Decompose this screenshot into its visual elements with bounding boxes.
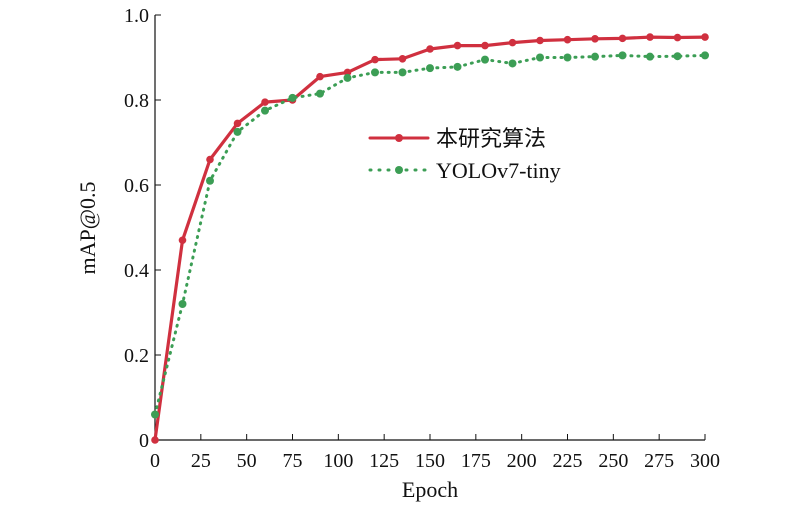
series-point-1 [371,68,379,77]
x-tick-label: 300 [690,450,720,472]
series-point-0 [206,155,214,164]
y-tick-label: 0.2 [124,345,149,367]
x-tick-label: 175 [461,450,491,472]
y-tick-label: 1.0 [124,5,149,27]
series-point-1 [261,106,269,115]
x-axis-title: Epoch [402,477,458,502]
series-point-0 [178,236,187,245]
series-point-0 [481,41,489,50]
series-point-1 [591,52,599,61]
series-point-1 [426,64,434,73]
x-tick-label: 75 [283,450,303,472]
legend-label-0: 本研究算法 [436,126,546,151]
series-point-0 [233,119,242,128]
series-point-1 [646,52,654,61]
y-tick-label: 0.6 [124,175,149,197]
series-point-1 [618,51,627,60]
series-layer [151,33,709,444]
x-tick-label: 250 [598,450,628,472]
series-point-1 [288,93,297,102]
series-point-1 [151,410,159,419]
series-line-1 [153,53,707,416]
series-point-1 [343,73,352,82]
series-point-1 [508,59,517,68]
x-tick-label: 0 [150,450,160,472]
series-point-0 [536,36,544,45]
y-axis-title: mAP@0.5 [75,182,100,275]
y-tick-label: 0.4 [124,260,149,282]
x-tick-label: 25 [191,450,211,472]
x-tick-label: 225 [553,450,583,472]
x-tick-label: 150 [415,450,445,472]
x-tick-label: 275 [644,450,674,472]
series-point-1 [398,68,407,77]
series-point-0 [618,34,627,43]
x-tick-label: 125 [369,450,399,472]
series-point-0 [563,35,572,44]
x-tick-label: 200 [507,450,537,472]
series-point-0 [261,98,269,106]
x-tick-label: 100 [323,450,353,472]
series-point-0 [371,55,379,64]
legend-marker-1 [395,166,403,174]
series-point-0 [426,45,434,53]
series-point-0 [591,35,599,43]
series-point-1 [453,62,462,71]
series-point-0 [343,68,352,77]
series-point-1 [563,53,572,62]
y-tick-label: 0 [139,430,149,452]
series-point-1 [481,55,489,64]
series-point-0 [508,38,517,47]
series-line-0 [153,35,707,442]
series-point-0 [151,436,159,444]
series-point-1 [673,52,682,61]
series-point-0 [646,33,654,41]
series-point-1 [536,53,544,62]
series-point-0 [398,54,407,63]
series-point-0 [316,72,324,81]
legend-label-1: YOLOv7-tiny [436,158,561,183]
series-point-0 [453,41,462,50]
legend: 本研究算法 YOLOv7-tiny [368,126,561,183]
series-point-1 [316,89,324,98]
series-point-0 [701,33,709,41]
y-tick-label: 0.8 [124,90,149,112]
legend-marker-0 [395,134,403,142]
series-point-0 [673,33,682,42]
x-tick-label: 50 [237,450,257,472]
series-point-1 [206,176,214,185]
axes: 0 25 50 75 100 125 150 175 200 225 250 275 300 0 0.2 0.… [124,5,720,472]
series-point-1 [178,300,187,308]
series-point-1 [233,127,242,136]
series-point-1 [701,51,709,60]
